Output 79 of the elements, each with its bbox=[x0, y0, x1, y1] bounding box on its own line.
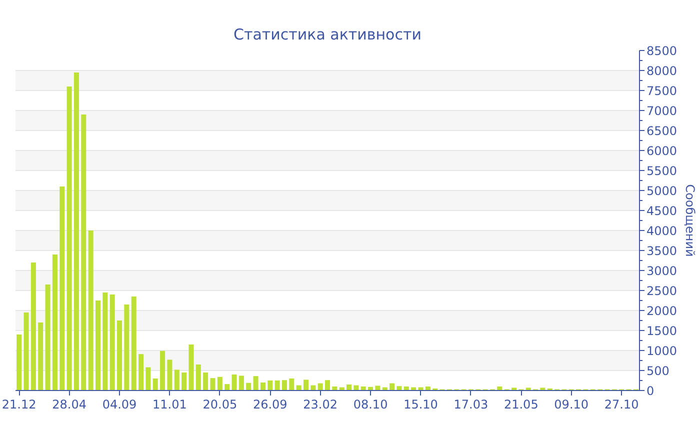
bar bbox=[232, 374, 237, 390]
x-tick-label: 09.10 bbox=[554, 398, 589, 412]
y-tick-label: 7000 bbox=[646, 104, 678, 118]
bar bbox=[390, 383, 395, 390]
x-tick-label: 21.12 bbox=[2, 398, 36, 412]
bar bbox=[95, 300, 100, 390]
x-tick-label: 28.04 bbox=[52, 398, 86, 412]
bar bbox=[238, 376, 244, 390]
y-tick-label: 8500 bbox=[646, 44, 678, 58]
y-tick-label: 3000 bbox=[646, 264, 678, 278]
bar bbox=[182, 372, 187, 390]
bar bbox=[196, 364, 201, 390]
chart-title: Статистика активности bbox=[234, 26, 422, 44]
bar bbox=[188, 344, 194, 390]
bar bbox=[346, 384, 352, 390]
bar bbox=[167, 360, 172, 390]
bar bbox=[60, 186, 65, 390]
y-tick-label: 7500 bbox=[646, 84, 678, 98]
y-tick-label: 4500 bbox=[646, 204, 678, 218]
y-tick-label: 1500 bbox=[646, 324, 678, 338]
y-tick-label: 2000 bbox=[646, 304, 678, 318]
y-tick-label: 0 bbox=[646, 384, 654, 398]
y-tick-label: 5500 bbox=[646, 164, 678, 178]
y-tick-label: 6000 bbox=[646, 144, 678, 158]
y-tick-label: 500 bbox=[646, 364, 670, 378]
bar bbox=[30, 262, 36, 390]
y-tick-label: 1000 bbox=[646, 344, 678, 358]
x-tick-label: 15.10 bbox=[404, 398, 438, 412]
x-tick-label: 04.09 bbox=[102, 398, 137, 412]
bar bbox=[274, 380, 280, 390]
x-tick-label: 20.05 bbox=[202, 398, 238, 412]
bar bbox=[217, 376, 222, 390]
bar bbox=[16, 334, 22, 390]
y-tick-label: 5000 bbox=[646, 184, 678, 198]
bar bbox=[303, 380, 308, 390]
x-tick-label: 27.10 bbox=[604, 398, 639, 412]
y-tick-label: 2500 bbox=[646, 284, 678, 298]
bar bbox=[24, 312, 29, 390]
bar bbox=[260, 382, 266, 390]
bar bbox=[318, 383, 323, 390]
bar bbox=[282, 380, 287, 390]
x-tick-label: 08.10 bbox=[353, 398, 388, 412]
bar bbox=[131, 296, 136, 390]
x-tick-label: 23.02 bbox=[303, 398, 338, 412]
bar bbox=[88, 230, 94, 390]
x-tick-label: 21.05 bbox=[504, 398, 538, 412]
y-tick-label: 8000 bbox=[646, 64, 678, 78]
bar bbox=[174, 370, 180, 390]
bar bbox=[268, 380, 273, 390]
bar bbox=[81, 114, 86, 390]
bar bbox=[110, 294, 115, 390]
y-tick-label: 6500 bbox=[646, 124, 678, 138]
bar bbox=[152, 378, 158, 390]
x-tick-label: 17.03 bbox=[454, 398, 488, 412]
bar bbox=[253, 376, 258, 390]
bar bbox=[160, 350, 166, 390]
x-tick-label: 26.09 bbox=[252, 398, 288, 412]
x-tick-label: 11.01 bbox=[152, 398, 187, 412]
bar bbox=[124, 304, 130, 390]
bar bbox=[102, 292, 108, 390]
bar bbox=[138, 354, 144, 390]
bar bbox=[52, 254, 58, 390]
y-axis-title: Сообщений bbox=[683, 184, 698, 257]
bar bbox=[224, 384, 230, 390]
bar bbox=[38, 322, 44, 390]
bar bbox=[210, 378, 216, 390]
bar bbox=[324, 380, 330, 390]
bar bbox=[203, 372, 208, 390]
bar bbox=[375, 386, 380, 390]
y-tick-label: 4000 bbox=[646, 224, 678, 238]
y-tick-label: 3500 bbox=[646, 244, 678, 258]
bar bbox=[289, 378, 294, 390]
bar bbox=[45, 284, 50, 390]
bar bbox=[116, 320, 122, 390]
bar bbox=[396, 386, 402, 390]
bar bbox=[74, 72, 79, 390]
bar bbox=[146, 367, 151, 390]
bar bbox=[66, 86, 72, 390]
bar bbox=[246, 382, 252, 390]
